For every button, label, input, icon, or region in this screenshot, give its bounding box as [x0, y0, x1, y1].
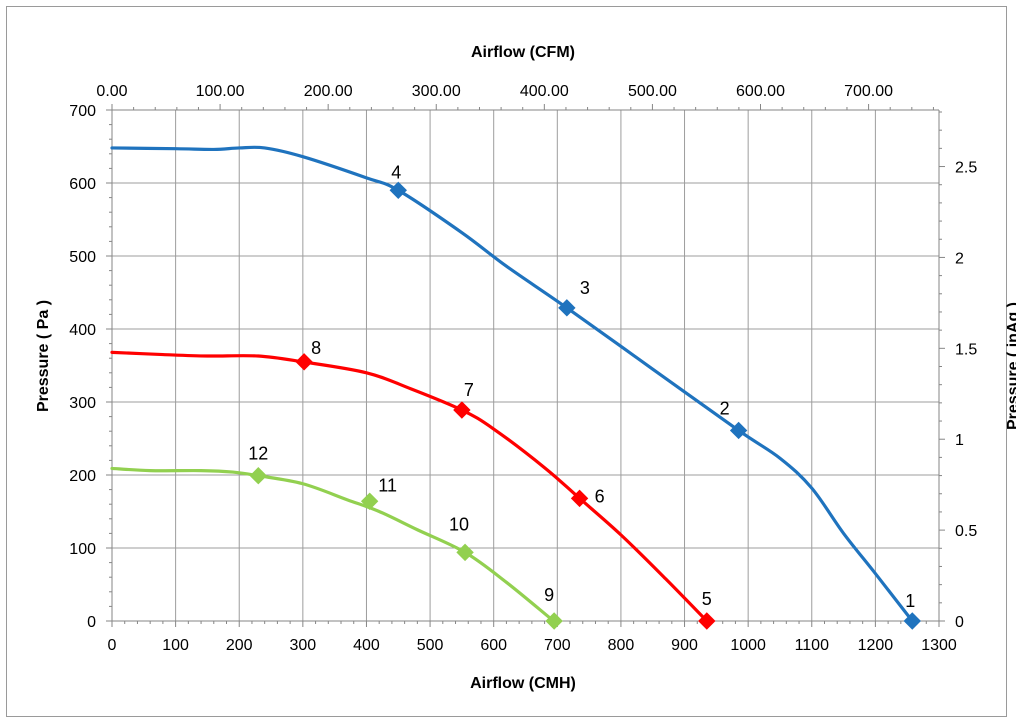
- x2-axis-title: Airflow (CFM): [471, 44, 575, 61]
- data-point-label: 7: [464, 380, 474, 400]
- data-point-label: 4: [391, 162, 401, 182]
- data-point-label: 5: [702, 589, 712, 609]
- x-tick-label: 100: [162, 637, 189, 654]
- y2-tick-label: 2.5: [955, 160, 977, 177]
- data-point-label: 1: [905, 591, 915, 611]
- data-point-label: 8: [311, 338, 321, 358]
- data-point-marker: [389, 181, 407, 200]
- tick-labels: 0 100 200 300 400 500 600 700 800 900 1000 1100 1200…: [69, 83, 977, 654]
- x2-tick-label: 400.00: [520, 83, 569, 100]
- x2-tick-label: 300.00: [412, 83, 461, 100]
- data-point-label: 10: [449, 514, 469, 534]
- plot-area: [112, 110, 939, 621]
- y-tick-label: 600: [69, 176, 96, 193]
- y2-tick-label: 1: [955, 432, 964, 449]
- x-tick-label: 1300: [921, 637, 957, 654]
- gridlines: [112, 109, 940, 621]
- y-tick-label: 0: [87, 614, 96, 631]
- data-point-marker: [456, 543, 474, 562]
- data-point-marker: [295, 353, 313, 371]
- data-point-label: 12: [248, 444, 268, 464]
- x-tick-label: 200: [226, 637, 253, 654]
- axis-titles: Airflow (CMH) Airflow (CFM) Pressure ( P…: [35, 44, 1016, 692]
- series-2: 5 6 7 8: [110, 338, 716, 630]
- x-tick-label: 500: [417, 637, 444, 654]
- x-tick-label: 300: [289, 637, 316, 654]
- x-tick-label: 900: [671, 637, 698, 654]
- x-tick-label: 600: [480, 637, 507, 654]
- axes: [106, 104, 945, 627]
- data-point-marker: [729, 421, 748, 440]
- x-tick-label: 400: [353, 637, 380, 654]
- data-point-marker: [453, 401, 471, 419]
- y-tick-label: 300: [69, 395, 96, 412]
- data-point-marker: [903, 612, 921, 630]
- y2-tick-label: 2: [955, 250, 964, 267]
- series-line: [110, 145, 914, 623]
- x-tick-label: 1000: [730, 637, 766, 654]
- y-tick-label: 200: [69, 468, 96, 485]
- data-point-marker: [698, 612, 716, 630]
- y2-tick-label: 0: [955, 614, 964, 631]
- x-tick-label: 0: [108, 637, 117, 654]
- data-point-marker: [249, 467, 268, 485]
- data-point-marker: [570, 489, 589, 508]
- data-point-label: 6: [595, 486, 605, 506]
- y2-tick-label: 0.5: [955, 523, 977, 540]
- x2-tick-label: 200.00: [304, 83, 353, 100]
- x2-tick-label: 600.00: [736, 83, 785, 100]
- x-tick-label: 1100: [795, 637, 830, 654]
- data-point-marker: [360, 492, 379, 510]
- y2-axis-title: Pressure ( inAq ): [1005, 302, 1016, 430]
- data-point-label: 2: [720, 398, 730, 418]
- data-point-label: 9: [544, 585, 554, 605]
- data-point-marker: [545, 612, 563, 630]
- series-line: [110, 466, 557, 624]
- y-tick-label: 700: [69, 103, 96, 120]
- data-point-marker: [558, 299, 576, 317]
- x-axis-title: Airflow (CMH): [470, 675, 576, 692]
- x-tick-label: 800: [608, 637, 635, 654]
- x-tick-label: 1200: [858, 637, 894, 654]
- y-tick-label: 100: [69, 541, 96, 558]
- x2-tick-label: 700.00: [844, 83, 893, 100]
- y-tick-label: 500: [69, 249, 96, 266]
- x-tick-label: 700: [544, 637, 571, 654]
- series-3: 9 10 11 12: [110, 444, 563, 630]
- x2-tick-label: 0.00: [96, 83, 127, 100]
- data-point-label: 3: [580, 278, 590, 298]
- series-line: [110, 350, 709, 623]
- y-tick-label: 400: [69, 322, 96, 339]
- y-axis-title: Pressure ( Pa ): [35, 300, 52, 412]
- x2-tick-label: 100.00: [196, 83, 245, 100]
- x2-tick-label: 500.00: [628, 83, 677, 100]
- data-point-label: 11: [378, 475, 397, 495]
- y2-tick-label: 1.5: [955, 341, 977, 358]
